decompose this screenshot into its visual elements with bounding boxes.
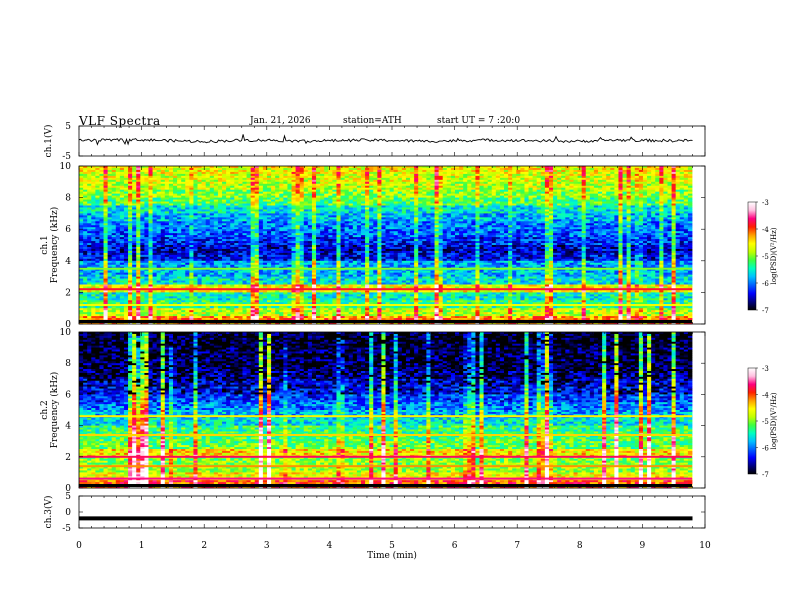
- x-tick-label: 9: [640, 541, 646, 551]
- ch1-freq-axis-label: ch.1Frequency (kHz): [40, 207, 60, 284]
- x-axis-label: Time (min): [367, 550, 417, 561]
- narrowband-line: [79, 415, 692, 417]
- spectrogram-ch2: [79, 332, 692, 488]
- ch3-y-tick-label: 0: [65, 508, 71, 518]
- ch1-waveform-line: [79, 134, 693, 144]
- dc-band: [79, 320, 692, 323]
- x-tick-label: 0: [76, 541, 82, 551]
- x-tick-label: 10: [699, 541, 711, 551]
- ch1-freq-tick-label: 10: [60, 162, 72, 172]
- dc-band: [79, 484, 692, 487]
- colorbar-1: [748, 202, 756, 310]
- x-tick-label: 4: [327, 541, 333, 551]
- panel-frame: [79, 496, 705, 528]
- colorbar-tick-label: -4: [762, 392, 769, 400]
- ch1-freq-tick-label: 6: [65, 225, 71, 235]
- ch3-y-axis-label: ch.3(V): [43, 496, 54, 529]
- colorbar-label: log(PSD)(V²/Hz): [770, 392, 778, 449]
- ch1-y-axis-label: ch.1(V): [43, 125, 54, 158]
- ch1-freq-tick-label: 4: [65, 257, 71, 267]
- x-tick-label: 5: [389, 541, 395, 551]
- narrowband-line: [79, 434, 692, 436]
- colorbar-tick-label: -5: [762, 253, 769, 261]
- ch1-y-tick-label: 5: [65, 122, 71, 132]
- x-tick-label: 1: [139, 541, 145, 551]
- narrowband-line: [79, 465, 692, 467]
- colorbar-tick-label: -4: [762, 226, 769, 234]
- colorbar-tick-label: -5: [762, 418, 769, 426]
- ch3-y-tick-label: -5: [62, 524, 71, 534]
- ch2-freq-tick-label: 2: [65, 453, 71, 463]
- ch2-freq-tick-label: 6: [65, 390, 71, 400]
- colorbar-2: [748, 368, 756, 474]
- narrowband-line: [79, 478, 692, 480]
- ch2-freq-axis-label: ch.2Frequency (kHz): [40, 372, 60, 449]
- colorbar-tick-label: -6: [762, 280, 769, 288]
- ch2-freq-tick-label: 4: [65, 422, 71, 432]
- ch1-y-tick-label: -5: [62, 152, 71, 162]
- ch1-freq-tick-label: 8: [65, 194, 71, 204]
- colorbar-tick-label: -6: [762, 445, 769, 453]
- spectrogram-ch1: [79, 166, 692, 324]
- x-tick-label: 7: [514, 541, 520, 551]
- x-tick-label: 2: [201, 541, 207, 551]
- colorbar-tick-label: -7: [762, 471, 769, 479]
- narrowband-line: [79, 304, 692, 306]
- ch3-y-tick-label: 5: [65, 492, 71, 502]
- ch1-freq-tick-label: 2: [65, 288, 71, 298]
- x-tick-label: 6: [452, 541, 458, 551]
- colorbar-label: log(PSD)(V²/Hz): [770, 227, 778, 284]
- colorbar-tick-label: -7: [762, 307, 769, 315]
- narrowband-line: [79, 268, 692, 270]
- narrowband-line: [79, 288, 692, 290]
- colorbar-tick-label: -3: [762, 199, 769, 207]
- x-tick-label: 8: [577, 541, 583, 551]
- x-tick-label: 3: [264, 541, 270, 551]
- ch2-freq-tick-label: 10: [60, 328, 72, 338]
- narrowband-line: [79, 456, 692, 458]
- colorbar-tick-label: -3: [762, 365, 769, 373]
- ch2-freq-tick-label: 8: [65, 359, 71, 369]
